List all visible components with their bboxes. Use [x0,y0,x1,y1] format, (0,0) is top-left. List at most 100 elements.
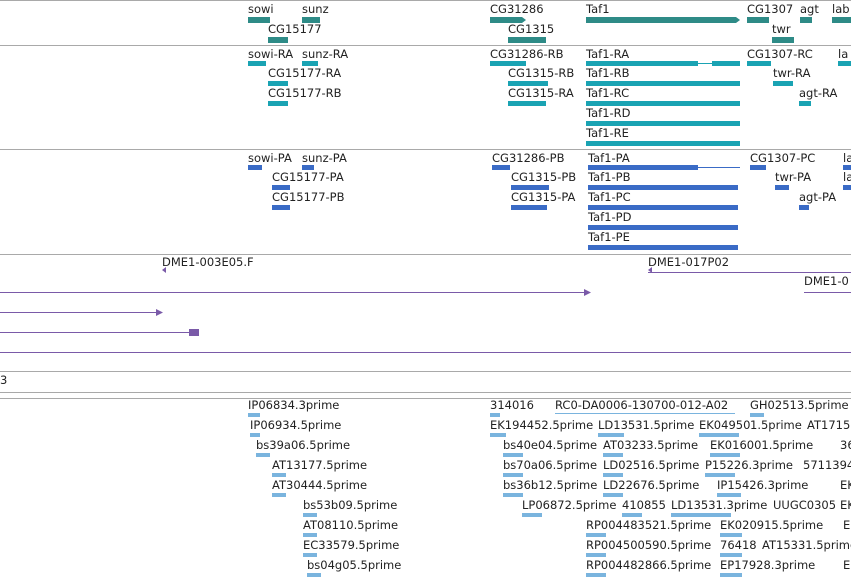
est-glyph[interactable] [522,513,542,517]
feature-label[interactable]: EK020915.5prime [720,518,824,532]
est-glyph[interactable] [720,553,742,557]
est-glyph[interactable] [503,453,523,457]
gene-glyph[interactable] [747,17,769,23]
feature-label[interactable]: sunz [302,2,329,16]
feature-label[interactable]: sunz-PA [302,151,347,165]
transcript-glyph[interactable] [838,61,851,66]
gene-glyph[interactable] [268,37,288,43]
protein-glyph[interactable] [799,205,809,210]
est-glyph[interactable] [303,553,317,557]
feature-label[interactable]: la [843,170,851,184]
feature-label[interactable]: CG31286-RB [490,47,564,61]
transcript-glyph[interactable] [586,101,740,106]
feature-label[interactable]: Taf1-RC [586,86,630,100]
clone-glyph[interactable] [189,329,199,336]
gene-glyph[interactable] [302,17,320,23]
feature-label[interactable]: CG15177-RB [268,86,342,100]
feature-label[interactable]: 5711394 [803,458,851,472]
transcript-glyph[interactable] [586,81,740,86]
gene-glyph[interactable] [772,37,794,43]
transcript-glyph[interactable] [268,101,288,106]
feature-label[interactable]: CG1315-PA [511,190,576,204]
feature-label[interactable]: CG1307-PC [750,151,816,165]
feature-label[interactable]: RP004500590.5prime [586,538,712,552]
feature-label[interactable]: CG31286-PB [492,151,565,165]
feature-label[interactable]: IP06834.3prime [248,398,340,412]
feature-label[interactable]: 314016 [490,398,534,412]
protein-glyph[interactable] [511,185,549,190]
clone-glyph[interactable] [162,267,166,273]
feature-label[interactable]: IP15426.3prime [717,478,809,492]
feature-label[interactable]: bs40e04.5prime [503,438,598,452]
transcript-glyph[interactable] [508,101,546,106]
protein-glyph[interactable] [272,205,290,210]
est-glyph[interactable] [503,493,523,497]
protein-glyph[interactable] [511,205,547,210]
est-glyph[interactable] [603,473,623,477]
protein-glyph[interactable] [843,165,851,170]
feature-label[interactable]: bs36b12.5prime [503,478,598,492]
feature-label[interactable]: bs53b09.5prime [303,498,398,512]
feature-label[interactable]: E [843,558,851,572]
protein-glyph[interactable] [775,185,789,190]
feature-label[interactable]: EC33579.5prime [303,538,400,552]
feature-label[interactable]: CG1307-RC [747,47,813,61]
feature-label[interactable]: sowi-RA [248,47,294,61]
feature-label[interactable]: Taf1-RA [586,47,630,61]
clone-glyph[interactable] [648,267,652,273]
feature-label[interactable]: EK [840,478,851,492]
est-glyph[interactable] [705,473,735,477]
feature-label[interactable]: GH02513.5prime [750,398,849,412]
feature-label[interactable]: Taf1-RD [586,106,631,120]
feature-label[interactable]: CG15177 [268,22,322,36]
protein-glyph[interactable] [750,165,766,170]
feature-label[interactable]: Taf1-RB [586,66,630,80]
est-glyph[interactable] [272,473,286,477]
est-glyph[interactable] [248,413,260,417]
feature-label[interactable]: lab [832,2,850,16]
feature-label[interactable]: Taf1-PD [588,210,632,224]
est-glyph[interactable] [671,513,731,517]
est-glyph[interactable] [503,473,523,477]
feature-label[interactable]: EK04950 [699,418,751,432]
est-glyph[interactable] [307,573,321,577]
transcript-glyph[interactable] [508,81,548,86]
feature-label[interactable]: LP06872.5prime [522,498,617,512]
feature-label[interactable]: twr-RA [773,66,811,80]
feature-label[interactable]: P15226.3prime [705,458,793,472]
feature-label[interactable]: DME1-003E05.F [162,255,254,269]
feature-label[interactable]: CG31286 [490,2,544,16]
protein-glyph[interactable] [272,185,290,190]
feature-label[interactable]: LD22676.5prime [603,478,700,492]
feature-label[interactable]: EP17928.3prime [720,558,816,572]
transcript-glyph[interactable] [747,61,771,66]
feature-label[interactable]: la [843,151,851,165]
protein-glyph[interactable] [588,185,738,190]
est-glyph[interactable] [586,553,606,557]
est-glyph[interactable] [303,533,317,537]
protein-glyph[interactable] [588,245,738,250]
gene-glyph[interactable] [586,17,740,23]
est-glyph[interactable] [720,573,742,577]
feature-label[interactable]: Taf1-PB [588,170,631,184]
feature-label[interactable]: LD13531.3prime [671,498,768,512]
feature-label[interactable]: CG1315-RA [508,86,574,100]
transcript-glyph[interactable] [248,61,266,66]
feature-label[interactable]: agt-PA [799,190,837,204]
est-glyph[interactable] [710,453,740,457]
protein-glyph[interactable] [248,165,262,170]
transcript-glyph[interactable] [773,81,793,86]
feature-label[interactable]: LD13531.5prime [598,418,695,432]
est-glyph[interactable] [717,493,741,497]
est-glyph[interactable] [699,433,739,437]
feature-label[interactable]: agt-RA [799,86,838,100]
gene-glyph[interactable] [832,17,851,23]
feature-label[interactable]: bs04g05.5prime [307,558,402,572]
est-glyph[interactable] [586,533,606,537]
feature-label[interactable]: sowi-PA [248,151,292,165]
feature-label[interactable]: UUGC0305 [773,498,837,512]
feature-label[interactable]: 410855 [622,498,666,512]
feature-label[interactable]: LD02516.5prime [603,458,700,472]
feature-label[interactable]: CG1307 [747,2,794,16]
protein-glyph[interactable] [588,165,698,170]
